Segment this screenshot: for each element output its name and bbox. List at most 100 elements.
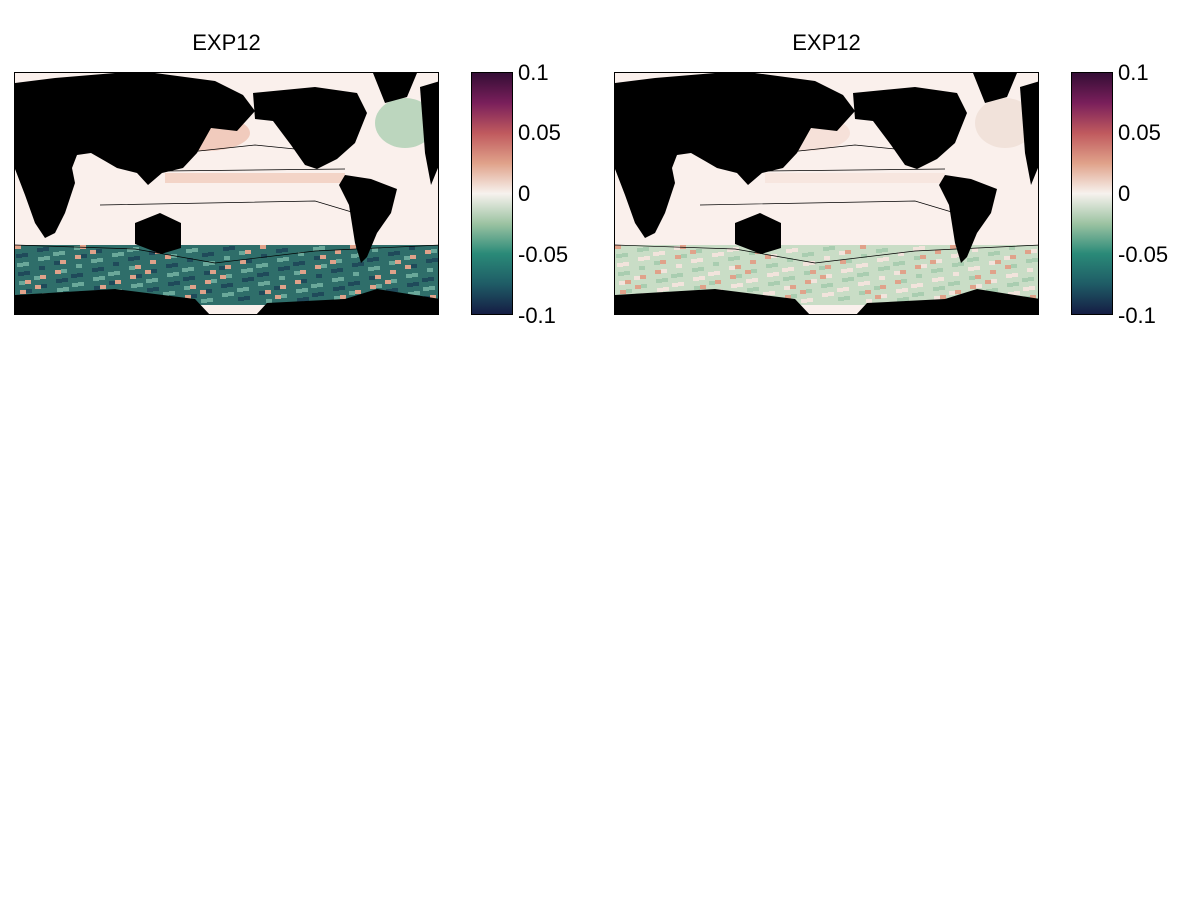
anomaly-cell <box>136 274 142 278</box>
anomaly-cell <box>626 289 632 293</box>
anomaly-cell <box>714 271 720 275</box>
anomaly-cell <box>339 286 345 290</box>
anomaly-cell <box>355 290 361 294</box>
anomaly-cell <box>303 297 309 301</box>
anomaly-cell <box>22 253 28 257</box>
anomaly-cell <box>61 269 67 273</box>
anomaly-cell <box>295 280 301 284</box>
anomaly-cell <box>824 256 830 260</box>
anomaly-cell <box>374 266 380 270</box>
anomaly-cell <box>351 254 357 258</box>
anomaly-cell <box>1011 264 1017 268</box>
zero-contour <box>164 168 346 172</box>
anomaly-cell <box>992 288 998 292</box>
anomaly-cell <box>896 289 902 293</box>
anomaly-cell <box>352 263 358 267</box>
anomaly-cell <box>976 284 982 288</box>
anomaly-cell <box>806 289 812 293</box>
anomaly-cell <box>94 286 100 290</box>
anomaly-cell <box>940 295 946 299</box>
colorbar-tick: 0.1 <box>518 60 549 85</box>
anomaly-cell <box>616 254 622 258</box>
anomaly-cell <box>410 255 416 259</box>
anomaly-cell <box>615 245 621 249</box>
land-mass <box>615 73 855 238</box>
anomaly-cell <box>876 249 882 253</box>
anomaly-cell <box>266 299 272 303</box>
anomaly-cell <box>222 293 228 297</box>
anomaly-cell <box>97 258 103 262</box>
anomaly-cell <box>882 248 888 252</box>
anomaly-cell <box>967 258 973 262</box>
anomaly-cell <box>768 282 774 286</box>
anomaly-cell <box>1010 255 1016 259</box>
anomaly-cell <box>368 267 374 271</box>
anomaly-cell <box>189 276 195 280</box>
anomaly-cell <box>130 275 136 279</box>
anomaly-cell <box>259 291 265 295</box>
anomaly-cell <box>26 289 32 293</box>
anomaly-cell <box>59 251 65 255</box>
anomaly-cell <box>211 279 217 283</box>
anomaly-cell <box>935 250 941 254</box>
anomaly-cell <box>319 246 325 250</box>
anomaly-cell <box>316 274 322 278</box>
land-mass <box>135 213 181 254</box>
anomaly-cell <box>302 288 308 292</box>
anomaly-cell <box>315 265 321 269</box>
anomaly-cell <box>877 258 883 262</box>
anomaly-cell <box>920 255 926 259</box>
anomaly-cell <box>899 261 905 265</box>
anomaly-cell <box>282 248 288 252</box>
anomaly-cell <box>898 252 904 256</box>
anomaly-cell <box>810 270 816 274</box>
anomaly-cell <box>227 283 233 287</box>
anomaly-cell <box>277 258 283 262</box>
anomaly-cell <box>321 264 327 268</box>
anomaly-cell <box>841 269 847 273</box>
anomaly-cell <box>625 280 631 284</box>
anomaly-cell <box>129 266 135 270</box>
anomaly-cell <box>112 253 118 257</box>
anomaly-cell <box>392 288 398 292</box>
anomaly-cell <box>828 292 834 296</box>
anomaly-cell <box>662 278 668 282</box>
anomaly-cell <box>785 295 791 299</box>
anomaly-cell <box>970 285 976 289</box>
anomaly-cell <box>98 267 104 271</box>
anomaly-cell <box>884 266 890 270</box>
anomaly-cell <box>654 261 660 265</box>
land-mass <box>253 87 367 169</box>
anomaly-cell <box>937 268 943 272</box>
north-atlantic-anomaly <box>975 98 1035 148</box>
land-mass <box>615 289 810 314</box>
land-mass <box>420 81 438 185</box>
anomaly-cell <box>205 280 211 284</box>
anomaly-cell <box>391 279 397 283</box>
anomaly-cell <box>727 248 733 252</box>
anomaly-cell <box>737 283 743 287</box>
anomaly-cell <box>734 256 740 260</box>
anomaly-cell <box>802 253 808 257</box>
anomaly-cell <box>655 270 661 274</box>
anomaly-cell <box>1030 295 1036 299</box>
anomaly-cell <box>113 262 119 266</box>
anomaly-cell <box>376 284 382 288</box>
anomaly-cell <box>735 265 741 269</box>
anomaly-cell <box>866 299 872 303</box>
anomaly-cell <box>40 275 46 279</box>
anomaly-cell <box>791 294 797 298</box>
anomaly-cell <box>241 269 247 273</box>
anomaly-cell <box>284 266 290 270</box>
anomaly-cell <box>709 281 715 285</box>
anomaly-cell <box>619 281 625 285</box>
anomaly-cell <box>312 293 318 297</box>
anomaly-cell <box>394 251 400 255</box>
anomaly-cell <box>74 246 80 250</box>
anomaly-cell <box>388 252 394 256</box>
anomaly-cell <box>20 290 26 294</box>
panel-title: EXP12 <box>192 30 261 55</box>
anomaly-cell <box>425 250 431 254</box>
anomaly-cell <box>390 270 396 274</box>
anomaly-cell <box>17 263 23 267</box>
